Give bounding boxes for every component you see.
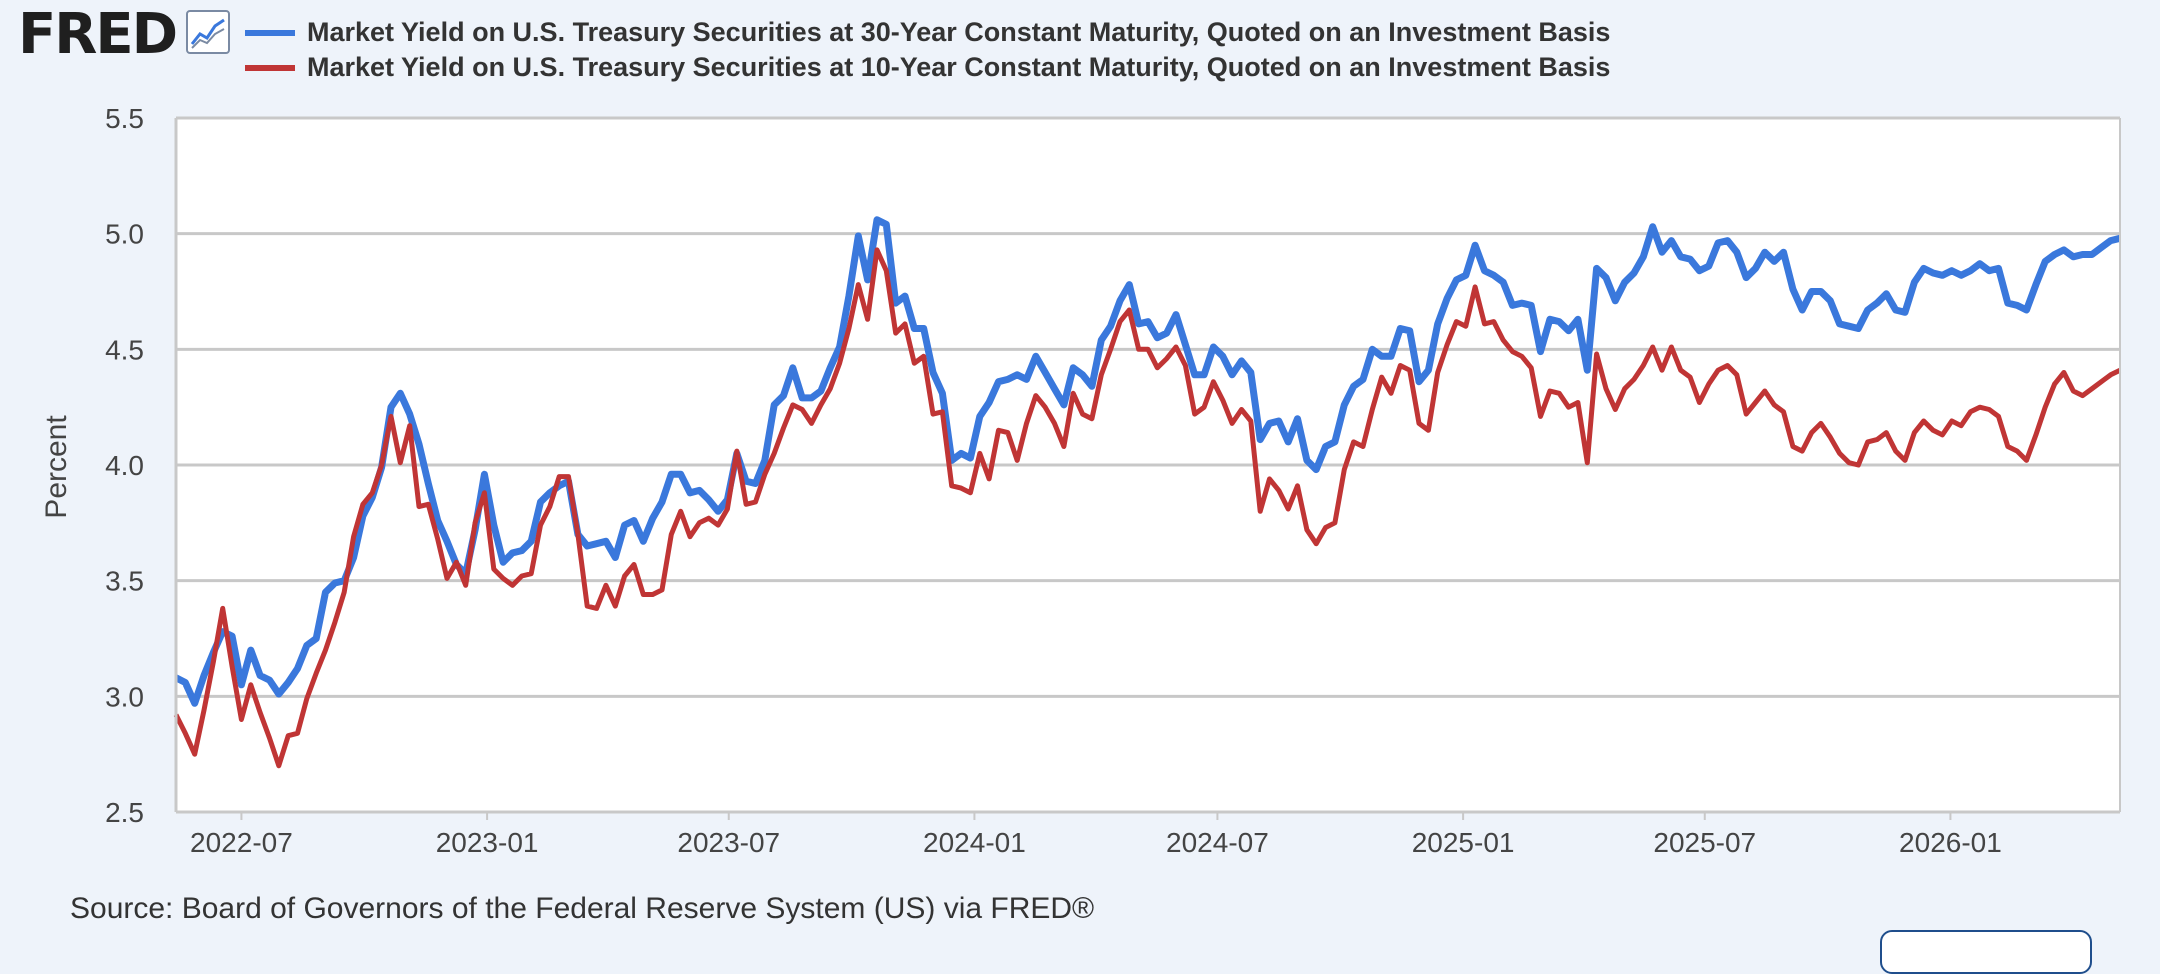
y-tick-label: 5.0: [105, 219, 144, 250]
x-tick-label: 2023-01: [436, 827, 539, 858]
fred-logo-registered-mark: ®: [166, 30, 175, 44]
x-tick-label: 2025-07: [1653, 827, 1756, 858]
x-tick-label: 2025-01: [1412, 827, 1515, 858]
x-tick-label: 2022-07: [190, 827, 293, 858]
legend-label-30-year: Market Yield on U.S. Treasury Securities…: [307, 17, 1611, 47]
y-tick-label: 5.5: [105, 103, 144, 134]
legend-label-10-year: Market Yield on U.S. Treasury Securities…: [307, 52, 1611, 82]
line-chart-icon: [186, 10, 230, 54]
y-tick-label: 3.0: [105, 681, 144, 712]
y-tick-label: 3.5: [105, 566, 144, 597]
chart-header: FRED ® Market Yield on U.S. Treasury Sec…: [0, 0, 2160, 110]
y-tick-label: 4.5: [105, 334, 144, 365]
x-tick-label: 2026-01: [1899, 827, 2002, 858]
legend-swatch-10-year: [245, 65, 295, 71]
x-tick-label: 2024-01: [923, 827, 1026, 858]
series-line-10-year: [173, 247, 2122, 769]
series-line-30-year: [174, 216, 2121, 707]
axes: 5.5 5.0 4.5 4.0 3.5 3.0 2.5 2022-07 2023-01 2023-…: [105, 103, 2121, 858]
corner-button[interactable]: [1880, 930, 2092, 974]
series-lines: [173, 216, 2122, 769]
fred-logo[interactable]: FRED: [18, 2, 178, 67]
x-tick-label: 2024-07: [1166, 827, 1269, 858]
y-axis-title: Percent: [40, 415, 73, 519]
x-tick-label: 2023-07: [677, 827, 780, 858]
legend-swatch-30-year: [245, 30, 295, 36]
line-chart: 5.5 5.0 4.5 4.0 3.5 3.0 2.5 2022-07 2023-01 2023-…: [40, 103, 2122, 858]
y-tick-label: 2.5: [105, 797, 144, 828]
y-tick-label: 4.0: [105, 450, 144, 481]
source-note: Source: Board of Governors of the Federa…: [70, 892, 1095, 925]
grid-lines: [176, 116, 2120, 814]
